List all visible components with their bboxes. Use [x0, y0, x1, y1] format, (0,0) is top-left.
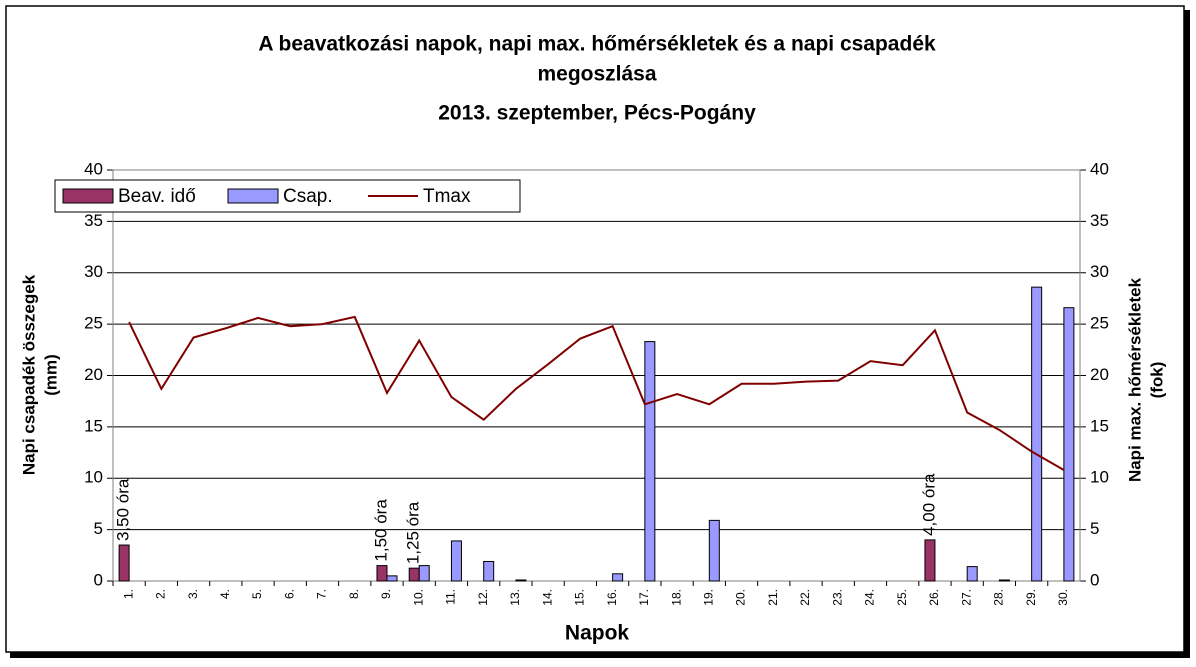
x-tick-label: 22. — [798, 589, 812, 606]
x-tick-label: 30. — [1056, 589, 1070, 606]
y2-tick-label: 25 — [1090, 314, 1109, 333]
bar — [515, 579, 527, 582]
legend-label: Tmax — [423, 186, 471, 207]
x-tick-label: 27. — [959, 589, 973, 606]
x-tick-label: 5. — [250, 589, 264, 599]
x-tick-label: 9. — [379, 589, 393, 599]
bar — [1031, 286, 1043, 582]
y2-tick-label: 35 — [1090, 211, 1109, 230]
x-tick-label: 18. — [669, 589, 683, 606]
x-tick-label: 17. — [637, 589, 651, 606]
y2-tick-label: 15 — [1090, 416, 1109, 435]
bar — [612, 573, 624, 582]
x-tick-label: 20. — [734, 589, 748, 606]
y-axis-label: Napi csapadék összegek — [19, 274, 38, 475]
legend-box — [54, 179, 521, 213]
x-axis-label: Napok — [565, 622, 630, 645]
y2-tick-label: 40 — [1090, 159, 1109, 178]
frame — [5, 5, 1185, 653]
bar — [1063, 307, 1075, 582]
x-tick-label: 13. — [508, 589, 522, 606]
bar — [418, 565, 430, 582]
x-tick-label: 7. — [315, 589, 329, 599]
x-tick-label: 25. — [895, 589, 909, 606]
y-tick-label: 40 — [84, 159, 103, 178]
bar — [708, 519, 720, 582]
x-tick-label: 3. — [186, 589, 200, 599]
y-tick-label: 10 — [84, 468, 103, 487]
x-tick-label: 14. — [540, 589, 554, 606]
y2-axis-label: Napi max. hőmérsékletek — [1125, 277, 1144, 482]
y-tick-label: 20 — [84, 365, 103, 384]
bar — [483, 560, 495, 582]
bar — [386, 575, 398, 582]
chart-title: 2013. szeptember, Pécs-Pogány — [438, 102, 756, 125]
x-tick-label: 16. — [605, 589, 619, 606]
legend-label: Csap. — [283, 186, 333, 207]
y2-tick-label: 30 — [1090, 262, 1109, 281]
bar — [998, 579, 1010, 582]
y-axis-label: (mm) — [41, 354, 60, 396]
legend-swatch — [62, 188, 114, 204]
y2-axis-label: (fok) — [1147, 362, 1166, 399]
y2-tick-label: 10 — [1090, 468, 1109, 487]
chart-title: A beavatkozási napok, napi max. hőmérsék… — [258, 33, 936, 56]
x-tick-label: 24. — [863, 589, 877, 606]
bar — [644, 341, 656, 582]
y2-tick-label: 20 — [1090, 365, 1109, 384]
bar — [450, 540, 462, 582]
x-tick-label: 12. — [476, 589, 490, 606]
x-tick-label: 21. — [766, 589, 780, 606]
x-tick-label: 4. — [218, 589, 232, 599]
y2-tick-label: 5 — [1090, 519, 1099, 538]
x-tick-label: 10. — [411, 589, 425, 606]
y-tick-label: 15 — [84, 416, 103, 435]
y-tick-label: 5 — [94, 519, 103, 538]
legend-swatch — [227, 188, 279, 204]
value-label: 3,50 óra — [114, 478, 133, 541]
x-tick-label: 6. — [282, 589, 296, 599]
x-tick-label: 1. — [121, 589, 135, 599]
bar — [924, 539, 936, 582]
y2-tick-label: 0 — [1090, 570, 1099, 589]
x-tick-label: 26. — [927, 589, 941, 606]
x-tick-label: 15. — [573, 589, 587, 606]
bar — [118, 544, 130, 582]
line — [128, 315, 1065, 471]
y-tick-label: 30 — [84, 262, 103, 281]
x-tick-label: 8. — [347, 589, 361, 599]
y-tick-label: 0 — [94, 570, 103, 589]
y-tick-label: 25 — [84, 314, 103, 333]
bar — [408, 567, 420, 582]
chart-title: megoszlása — [537, 63, 656, 86]
value-label: 1,50 óra — [371, 499, 390, 562]
y-tick-label: 35 — [84, 211, 103, 230]
x-tick-label: 19. — [701, 589, 715, 606]
x-tick-label: 11. — [444, 589, 458, 605]
x-tick-label: 29. — [1024, 589, 1038, 606]
value-label: 1,25 óra — [404, 501, 423, 564]
bar — [376, 565, 388, 582]
x-tick-label: 28. — [992, 589, 1006, 606]
legend-label: Beav. idő — [118, 186, 196, 207]
x-tick-label: 23. — [830, 589, 844, 606]
x-tick-label: 2. — [154, 589, 168, 599]
bar — [966, 566, 978, 582]
value-label: 4,00 óra — [919, 473, 938, 536]
